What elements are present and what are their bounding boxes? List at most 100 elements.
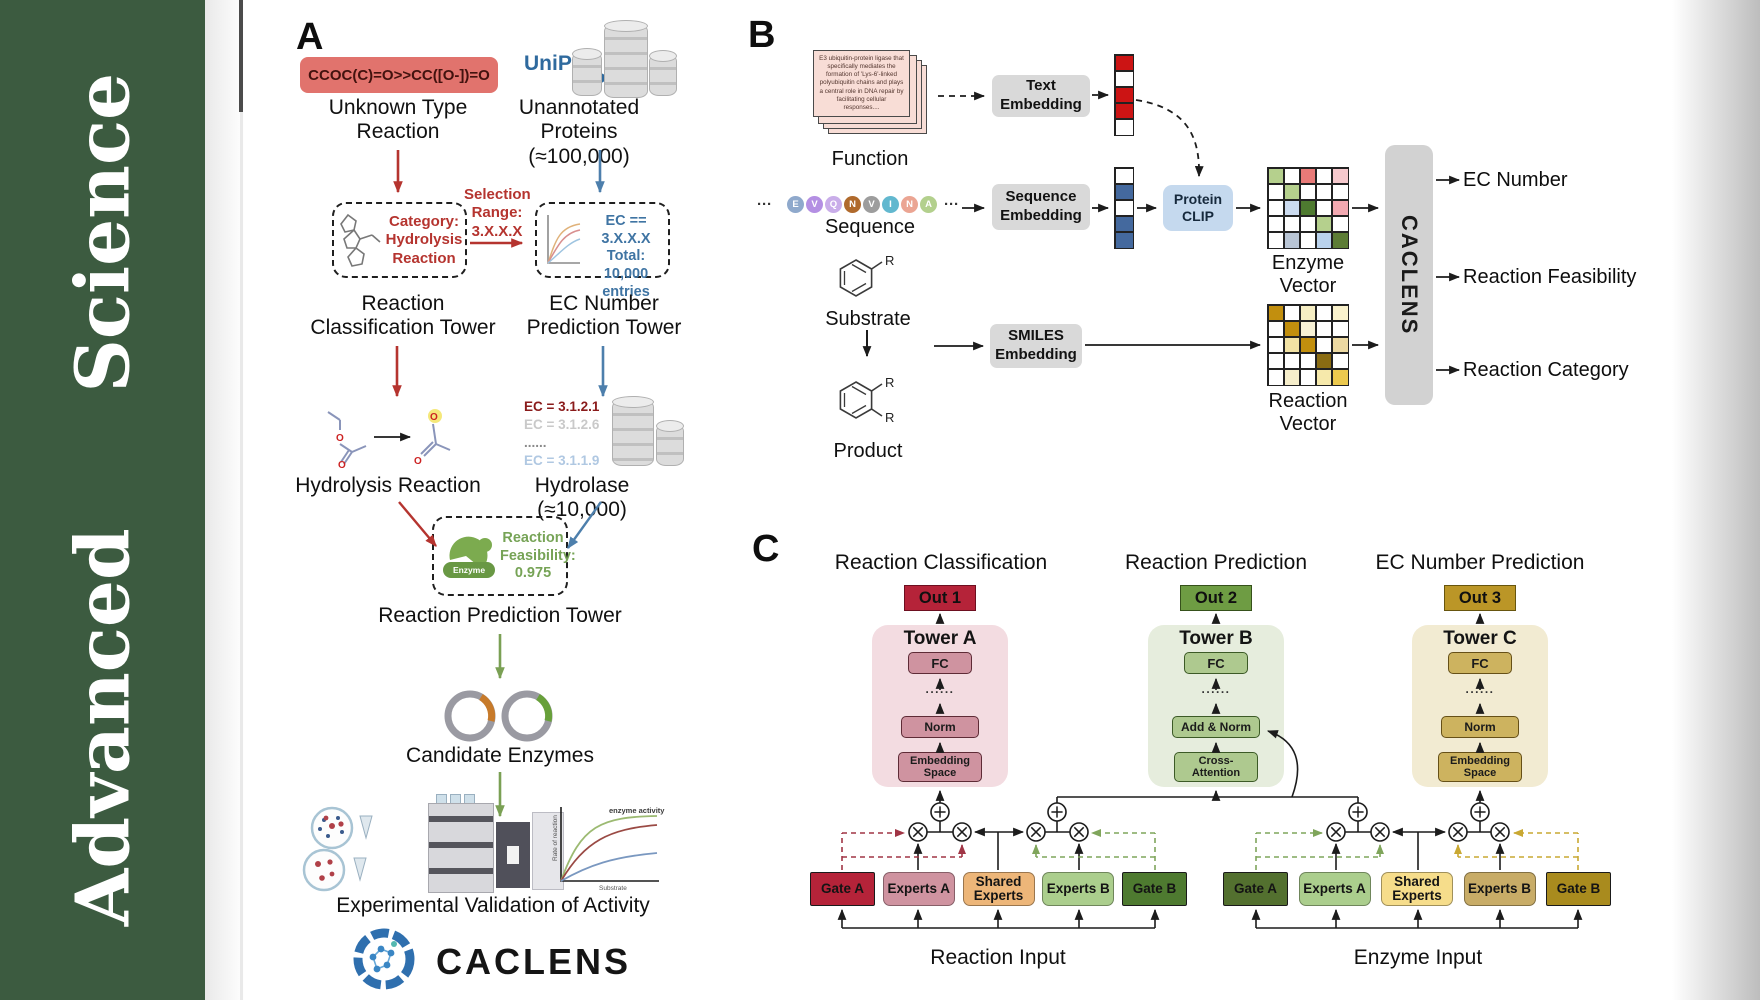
add-norm-box: Add & Norm xyxy=(1172,716,1260,738)
header-reaction-classification: Reaction Classification xyxy=(834,551,1048,574)
sequence-vector xyxy=(1114,167,1134,249)
product-label: Product xyxy=(833,440,903,462)
y-axis-label: Rate of reaction xyxy=(552,815,559,861)
matrix-cell xyxy=(1332,337,1348,353)
cross-attention-box: Cross- Attention xyxy=(1174,752,1258,782)
norm-box: Norm xyxy=(901,716,979,738)
caclens-logo-icon xyxy=(353,928,415,990)
x-axis-label: Substrate xyxy=(599,885,627,892)
category-text: Category: Hydrolysis Reaction xyxy=(385,213,463,267)
output-ec-number: EC Number xyxy=(1463,169,1568,191)
output-reaction-feasibility: Reaction Feasibility xyxy=(1463,266,1637,288)
matrix-cell xyxy=(1332,305,1348,321)
matrix-cell xyxy=(1300,232,1316,248)
out2-box: Out 2 xyxy=(1180,585,1252,611)
svg-text:O: O xyxy=(430,412,438,423)
matrix-cell xyxy=(1300,321,1316,337)
viewer-edge-light xyxy=(240,112,243,1000)
matrix-cell xyxy=(1115,184,1133,200)
sequence-label: Sequence xyxy=(824,216,916,238)
residue-chip: A xyxy=(920,196,937,213)
text-embedding-box: Text Embedding xyxy=(992,75,1090,117)
matrix-cell xyxy=(1284,184,1300,200)
matrix-cell xyxy=(1115,168,1133,184)
validation-label: Experimental Validation of Activity xyxy=(336,894,650,917)
residue-chip: V xyxy=(806,196,823,213)
ec-dashed-box: EC == 3.X.X.X Total: 10,000 entries xyxy=(535,202,670,300)
matrix-cell xyxy=(1332,216,1348,232)
plasmid-icons xyxy=(444,690,553,742)
activity-graph: enzyme activity Rate of reaction Substra… xyxy=(552,806,665,892)
function-cards: E3 ubiquitin-protein ligase that specifi… xyxy=(813,50,928,135)
reaction-moe-group: Gate A Experts A Shared Experts Experts B Ga… xyxy=(810,872,1187,906)
tower-a-title: Tower A xyxy=(903,628,977,649)
hydrolysis-molecules-icon: O O O O xyxy=(327,409,451,470)
svg-text:O: O xyxy=(336,433,344,444)
ec-range-text: EC == 3.X.X.X Total: 10,000 entries xyxy=(601,213,651,300)
molecule-icon xyxy=(340,213,381,267)
feasibility-dashed-box: Enzyme Reaction Feasibility: 0.975 xyxy=(432,516,576,596)
residue-chip: E xyxy=(787,196,804,213)
matrix-cell xyxy=(1300,305,1316,321)
matrix-cell xyxy=(1115,200,1133,216)
right-page-shadow xyxy=(1672,0,1760,1000)
panel-a-label: A xyxy=(296,16,324,58)
matrix-cell xyxy=(1115,87,1133,103)
matrix-cell xyxy=(1268,305,1284,321)
protein-clip-box: Protein CLIP xyxy=(1163,185,1233,231)
enzyme-moe-group: Gate A Experts A Shared Experts Experts B Ga… xyxy=(1223,872,1611,906)
database-icon xyxy=(612,396,654,466)
matrix-cell xyxy=(1284,353,1300,369)
r-group-label: R xyxy=(885,410,894,425)
matrix-cell xyxy=(1268,232,1284,248)
r-group-label: R xyxy=(885,375,894,390)
embedding-space-box: Embedding Space xyxy=(898,752,982,782)
ec-result-list: EC = 3.1.2.1 EC = 3.1.2.6...... EC = 3.1.1… xyxy=(524,398,602,470)
multiply-icon xyxy=(908,822,1510,842)
experts-box: Experts A xyxy=(882,872,955,906)
gate-box: Gate A xyxy=(1223,872,1288,906)
norm-box: Norm xyxy=(1441,716,1519,738)
header-ec-number-prediction: EC Number Prediction xyxy=(1375,551,1585,574)
matrix-cell xyxy=(1284,168,1300,184)
tower-a: Tower A FC ...... Norm Embedding Space xyxy=(872,625,1008,787)
matrix-cell xyxy=(1268,200,1284,216)
matrix-cell xyxy=(1284,232,1300,248)
residue-chip: V xyxy=(863,196,880,213)
substrate-molecule-icon: R xyxy=(839,253,894,297)
ellipsis-left: ··· xyxy=(757,196,772,213)
matrix-cell xyxy=(1115,71,1133,87)
matrix-cell xyxy=(1284,321,1300,337)
smiles-reaction-box: CCOC(C)=O>>CC([O-])=O xyxy=(300,57,498,93)
smiles-embedding-box: SMILES Embedding xyxy=(990,324,1082,368)
experts-box: Shared Experts xyxy=(962,872,1035,906)
matrix-cell xyxy=(1316,216,1332,232)
out1-box: Out 1 xyxy=(904,585,976,611)
ec-line: EC = 3.1.1.9 xyxy=(524,453,600,469)
matrix-cell xyxy=(1300,353,1316,369)
prediction-tower-label: Reaction Prediction Tower xyxy=(378,604,622,627)
enzyme-vector-grid xyxy=(1267,167,1349,249)
panel-b-arrows xyxy=(862,90,1461,375)
matrix-cell xyxy=(1268,321,1284,337)
ec-line: EC = 3.1.2.6 xyxy=(524,417,600,433)
matrix-cell xyxy=(1115,232,1133,248)
panel-b-label: B xyxy=(748,14,776,56)
function-card-text: E3 ubiquitin-protein ligase that specifi… xyxy=(813,50,910,117)
hplc-instrument-icon xyxy=(426,794,566,894)
hplc-tower xyxy=(532,812,564,890)
left-page-shadow xyxy=(205,0,245,1000)
matrix-cell xyxy=(1115,216,1133,232)
matrix-cell xyxy=(1268,337,1284,353)
petri-dish-icons xyxy=(302,806,373,892)
matrix-cell xyxy=(1332,184,1348,200)
output-reaction-category: Reaction Category xyxy=(1463,359,1629,381)
selection-range-label: Selection Range: 3.X.X.X xyxy=(464,186,531,240)
curves-icon xyxy=(547,215,581,264)
product-molecule-icon: R R xyxy=(839,375,894,425)
ec-tower-label: EC Number Prediction Tower xyxy=(526,292,682,340)
matrix-cell xyxy=(1316,232,1332,248)
hplc-stack xyxy=(428,803,494,893)
matrix-cell xyxy=(1300,337,1316,353)
experts-box: Experts B xyxy=(1463,872,1536,906)
